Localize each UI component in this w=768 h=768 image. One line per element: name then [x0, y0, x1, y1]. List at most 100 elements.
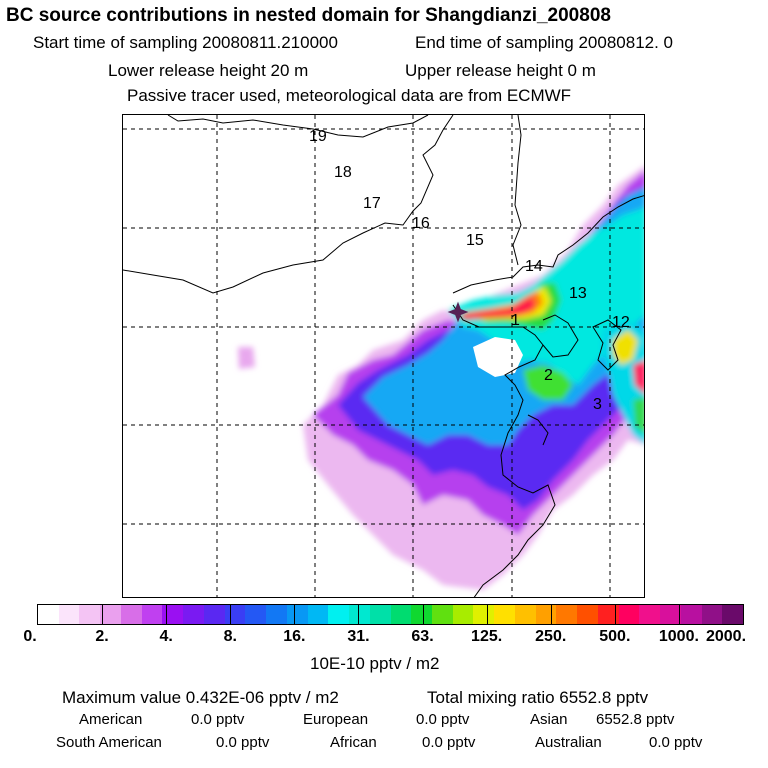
region-name: Asian: [530, 711, 568, 728]
colorbar-swatch: [141, 605, 163, 624]
colorbar-swatch: [38, 605, 60, 624]
start-time-label: Start time of sampling 20080811.210000: [33, 33, 338, 52]
end-time-label: End time of sampling 20080812. 0: [415, 33, 674, 52]
colorbar-swatch: [224, 605, 246, 624]
colorbar-swatch: [411, 605, 433, 624]
colorbar-swatch: [286, 605, 309, 624]
traj-label: 12: [612, 314, 630, 331]
region-value: 0.0 pptv: [416, 711, 470, 728]
colorbar-swatch: [307, 605, 329, 624]
region-name: South American: [56, 734, 162, 751]
max-value-label: Maximum value 0.432E-06 pptv / m2: [62, 688, 339, 707]
colorbar-divider: [550, 605, 552, 624]
colorbar-divider: [422, 605, 424, 624]
traj-label: 16: [412, 215, 430, 232]
colorbar-swatch: [639, 605, 661, 624]
colorbar-swatch: [266, 605, 288, 624]
plume-east-yellow: [613, 330, 638, 365]
concentration-field: [238, 166, 644, 590]
colorbar-swatch: [597, 605, 620, 624]
colorbar-tick-label: 500.: [599, 628, 631, 645]
colorbar-swatch: [556, 605, 578, 624]
traj-label: 14: [525, 258, 543, 275]
region-name: European: [303, 711, 369, 728]
colorbar-divider: [102, 605, 104, 624]
region-value: 0.0 pptv: [649, 734, 703, 751]
trajectory-labels: 19 18 17 16 15 14 13 12 1 2 3: [309, 128, 630, 413]
graticule: [123, 115, 644, 597]
total-mixing-label: Total mixing ratio 6552.8 pptv: [427, 688, 649, 707]
colorbar-swatch: [618, 605, 640, 624]
colorbar-swatch: [494, 605, 516, 624]
traj-label: 3: [593, 396, 602, 413]
region-name: African: [330, 734, 377, 751]
colorbar-tick-label: 8.: [223, 628, 237, 645]
colorbar-divider: [678, 605, 680, 624]
colorbar-tick-label: 16.: [283, 628, 306, 645]
colorbar-swatch: [577, 605, 599, 624]
colorbar-swatch: [162, 605, 184, 624]
colorbar-tick-label: 125.: [471, 628, 503, 645]
traj-label: 2: [544, 367, 553, 384]
region-name: Australian: [535, 734, 602, 751]
colorbar-divider: [358, 605, 360, 624]
region-value: 6552.8 pptv: [596, 711, 675, 728]
region-value: 0.0 pptv: [422, 734, 476, 751]
colorbar-swatch: [452, 605, 474, 624]
colorbar-swatch: [79, 605, 101, 624]
region-value: 0.0 pptv: [191, 711, 245, 728]
colorbar-tick-label: 31.: [347, 628, 370, 645]
lower-release-label: Lower release height 20 m: [108, 61, 309, 80]
coastlines: [123, 115, 644, 597]
colorbar-tick-label: 250.: [535, 628, 567, 645]
colorbar-divider: [486, 605, 488, 624]
colorbar-swatch: [58, 605, 80, 624]
colorbar: [37, 604, 744, 625]
map-canvas: 19 18 17 16 15 14 13 12 1 2 3: [123, 115, 644, 597]
colorbar-swatch: [369, 605, 391, 624]
upper-release-label: Upper release height 0 m: [405, 61, 596, 80]
plume-east-red: [633, 360, 644, 394]
region-value: 0.0 pptv: [216, 734, 270, 751]
colorbar-swatch: [390, 605, 412, 624]
colorbar-tick-label: 4.: [159, 628, 173, 645]
colorbar-divider: [614, 605, 616, 624]
colorbar-swatch: [183, 605, 205, 624]
traj-label: 17: [363, 195, 381, 212]
map-panel: 19 18 17 16 15 14 13 12 1 2 3: [122, 114, 645, 598]
colorbar-swatch: [535, 605, 557, 624]
traj-label: 15: [466, 232, 484, 249]
colorbar-swatch: [120, 605, 143, 624]
colorbar-swatch: [722, 605, 744, 624]
plume-light-isolated: [238, 347, 255, 369]
traj-label: 18: [334, 164, 352, 181]
colorbar-tick-label: 2000.: [705, 628, 747, 645]
colorbar-swatch: [431, 605, 454, 624]
colorbar-tick-label: 0.: [23, 628, 37, 645]
colorbar-divider: [230, 605, 232, 624]
tracer-note: Passive tracer used, meteorological data…: [127, 86, 572, 105]
colorbar-swatch: [100, 605, 122, 624]
receptor-star-icon: [447, 301, 469, 323]
colorbar-unit: 10E-10 pptv / m2: [310, 654, 440, 673]
colorbar-divider: [294, 605, 296, 624]
colorbar-swatch: [203, 605, 226, 624]
colorbar-tick-label: 1000.: [658, 628, 699, 645]
water-gap: [473, 337, 523, 377]
colorbar-swatch: [514, 605, 537, 624]
colorbar-swatch: [473, 605, 495, 624]
colorbar-divider: [166, 605, 168, 624]
colorbar-tick-label: 2.: [95, 628, 109, 645]
region-name: American: [79, 711, 143, 728]
traj-label: 1: [511, 312, 520, 329]
colorbar-swatch: [660, 605, 682, 624]
colorbar-tick-label: 63.: [411, 628, 434, 645]
colorbar-swatch: [701, 605, 723, 624]
colorbar-swatch: [245, 605, 267, 624]
colorbar-swatch: [349, 605, 371, 624]
plume-red: [458, 297, 535, 320]
colorbar-swatch: [680, 605, 703, 624]
traj-label: 19: [309, 128, 327, 145]
plume-green-2: [523, 365, 573, 400]
plot-title: BC source contributions in nested domain…: [6, 5, 611, 26]
